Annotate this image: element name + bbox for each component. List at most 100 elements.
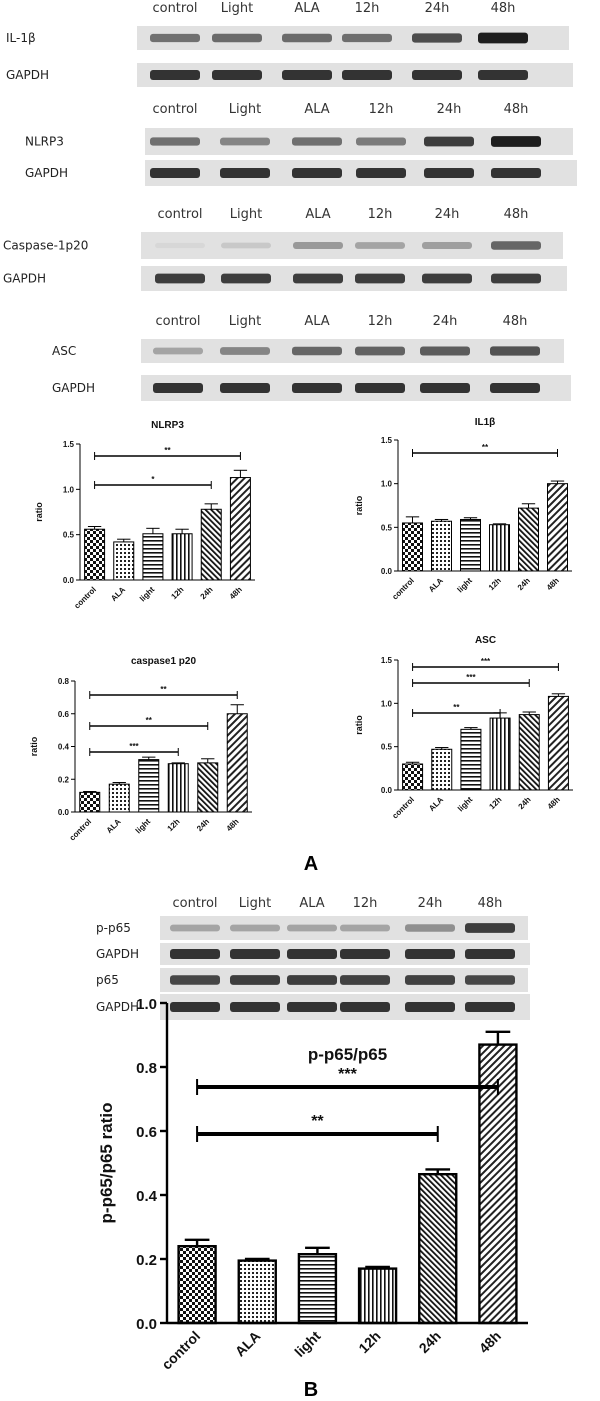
- category-label: 24h: [195, 817, 211, 833]
- blot-row-label: p65: [96, 973, 119, 987]
- bar: [547, 483, 568, 572]
- bar-chart: IL1β ratio 0.0 0.5 1.0 1.5 control ALA light 12h 2…: [354, 417, 572, 602]
- blot-row-label: GAPDH: [96, 1000, 139, 1014]
- significance-stars: **: [311, 1113, 324, 1130]
- blot-band: [420, 346, 470, 356]
- blot-band: [220, 137, 270, 146]
- category-label: 12h: [169, 585, 185, 601]
- blot-band: [230, 948, 280, 960]
- lane-label: 24h: [435, 207, 460, 222]
- bar: [418, 1172, 458, 1325]
- blot-band: [150, 137, 200, 146]
- blot-band: [356, 137, 406, 146]
- significance-stars: ***: [466, 673, 476, 682]
- blot-panel: control Light ALA 12h 24h 48h ASC GAPDH: [52, 314, 571, 401]
- blot-band: [412, 33, 462, 43]
- category-label: control: [390, 795, 416, 821]
- blot-band: [287, 1001, 337, 1013]
- category-label: 48h: [476, 1328, 504, 1356]
- bar: [229, 477, 251, 581]
- category-label: ALA: [109, 585, 127, 603]
- bar: [518, 507, 539, 572]
- blot-band: [340, 1001, 390, 1013]
- category-label: light: [456, 576, 475, 595]
- chart-title: NLRP3: [151, 420, 184, 431]
- category-label: control: [68, 817, 94, 843]
- blot-band: [405, 924, 455, 932]
- bar: [547, 695, 569, 791]
- bar: [460, 728, 482, 791]
- chart-title: p-p65/p65: [308, 1045, 387, 1064]
- lane-label: 48h: [504, 102, 529, 117]
- chart-title: IL1β: [475, 417, 496, 428]
- bar: [197, 762, 219, 813]
- y-axis-label: ratio: [354, 495, 364, 515]
- blot-band: [293, 273, 343, 284]
- lane-label: Light: [239, 896, 271, 911]
- blot-band: [465, 948, 515, 960]
- category-label: 24h: [517, 795, 533, 811]
- significance-stars: **: [160, 685, 167, 694]
- blot-band: [405, 948, 455, 960]
- blot-band: [282, 69, 332, 81]
- significance-stars: ***: [129, 742, 139, 751]
- bar-charts: NLRP3 ratio 0.0 0.5 1.0 1.5 control ALA light 12h…: [29, 417, 573, 1373]
- blot-band: [170, 924, 220, 932]
- blot-band: [282, 33, 332, 43]
- category-label: 24h: [516, 576, 532, 592]
- bar: [431, 520, 452, 572]
- category-label: light: [291, 1328, 323, 1360]
- lane-label: 12h: [353, 896, 378, 911]
- lane-label: 24h: [433, 314, 458, 329]
- bar: [460, 518, 481, 572]
- y-tick-label: 0.5: [63, 531, 75, 540]
- category-label: control: [72, 585, 98, 611]
- blot-band: [293, 241, 343, 250]
- category-label: 12h: [166, 817, 182, 833]
- blot-band: [153, 347, 203, 355]
- blot-band: [465, 1001, 515, 1013]
- significance-stars: *: [151, 475, 155, 484]
- y-tick-label: 1.5: [381, 436, 393, 445]
- lane-label: ALA: [304, 314, 329, 329]
- y-tick-label: 0.0: [58, 808, 70, 817]
- bar: [518, 714, 540, 791]
- panel-label-a: A: [304, 853, 318, 875]
- y-tick-label: 0.5: [381, 523, 393, 532]
- y-tick-label: 0.0: [63, 576, 75, 585]
- category-label: light: [134, 817, 153, 836]
- category-label: ALA: [427, 576, 445, 594]
- lane-label: ALA: [304, 102, 329, 117]
- y-tick-label: 0.4: [58, 743, 70, 752]
- category-label: 48h: [546, 795, 562, 811]
- category-label: 24h: [415, 1328, 443, 1356]
- blot-row-label: p-p65: [96, 921, 131, 935]
- bar: [357, 1267, 398, 1325]
- significance-stars: **: [164, 446, 171, 455]
- category-label: 12h: [355, 1328, 383, 1356]
- blot-band: [212, 33, 262, 43]
- category-label: 48h: [545, 576, 561, 592]
- lane-label: control: [155, 314, 200, 329]
- bar-chart: ASC ratio 0.0 0.5 1.0 1.5 control ALA light 12h 24…: [354, 635, 573, 821]
- blot-band: [490, 382, 540, 394]
- blot-band: [491, 136, 541, 147]
- blot-panel: control Light ALA 12h 24h 48h p-p65 GAPDH p65 GAP…: [96, 896, 530, 1020]
- blot-band: [355, 273, 405, 284]
- bar: [226, 713, 248, 813]
- blot-row-label: GAPDH: [3, 272, 46, 286]
- lane-label: ALA: [294, 1, 319, 16]
- lane-label: 48h: [504, 207, 529, 222]
- y-axis-label: p-p65/p65 ratio: [97, 1103, 116, 1224]
- bar: [79, 791, 101, 813]
- blot-band: [340, 975, 390, 985]
- y-tick-label: 0.6: [58, 710, 70, 719]
- lane-label: Light: [229, 314, 261, 329]
- blot-band: [465, 975, 515, 985]
- bar: [177, 1244, 217, 1325]
- chart-title: ASC: [475, 635, 496, 646]
- bar-chart: NLRP3 ratio 0.0 0.5 1.0 1.5 control ALA light 12h…: [34, 420, 255, 611]
- lane-label: control: [157, 207, 202, 222]
- blot-band: [220, 167, 270, 179]
